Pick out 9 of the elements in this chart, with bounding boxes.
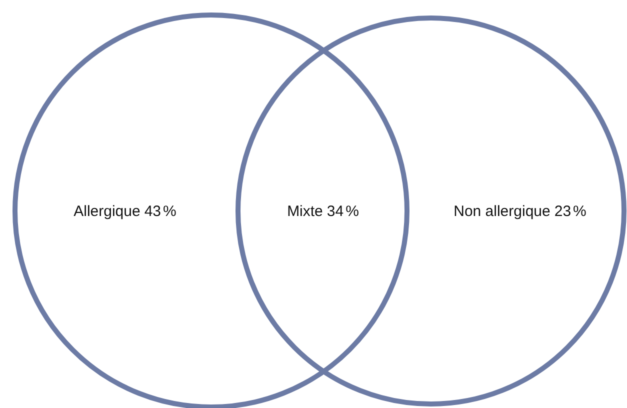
text: % xyxy=(346,203,359,220)
data-label: 34 xyxy=(326,203,344,220)
category-label: Mixte xyxy=(287,203,323,220)
data-label: 23 xyxy=(554,203,572,220)
text: % xyxy=(163,203,176,220)
category-label: Allergique xyxy=(74,203,140,220)
text: % xyxy=(573,203,586,220)
category-label: Non allergique xyxy=(454,203,550,220)
data-label: 43 xyxy=(144,203,162,220)
